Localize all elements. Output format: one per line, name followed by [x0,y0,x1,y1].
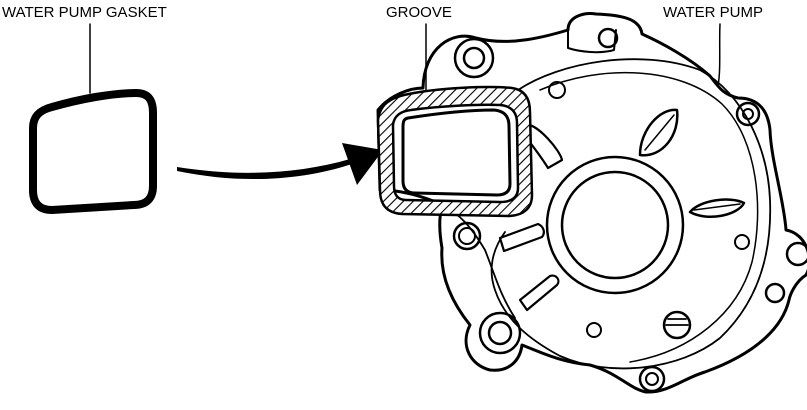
water-pump-gasket [29,89,157,214]
outlet-port [401,108,512,197]
label-water-pump-gasket: WATER PUMP GASKET [2,4,167,21]
label-groove: GROOVE [386,4,452,21]
water-pump-body [376,12,807,394]
gasket-groove [376,85,534,218]
installation-arrow [177,143,383,185]
water-pump-leader-line [717,23,721,87]
label-water-pump: WATER PUMP [663,4,763,21]
